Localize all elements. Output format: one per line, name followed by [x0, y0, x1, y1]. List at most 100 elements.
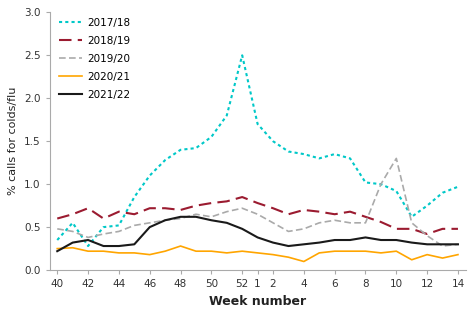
2018/19	[209, 201, 214, 205]
Line: 2020/21: 2020/21	[57, 246, 458, 262]
2019/20	[332, 218, 337, 222]
2018/19	[178, 208, 183, 212]
2020/21	[363, 249, 368, 253]
2018/19	[378, 220, 384, 224]
2021/22	[100, 244, 106, 248]
2021/22	[440, 242, 446, 246]
2018/19	[116, 210, 122, 214]
2020/21	[332, 249, 337, 253]
2019/20	[100, 232, 106, 236]
2021/22	[193, 215, 199, 219]
2020/21	[378, 251, 384, 255]
2018/19	[440, 227, 446, 231]
2021/22	[301, 242, 307, 246]
2020/21	[85, 249, 91, 253]
2021/22	[116, 244, 122, 248]
2019/20	[147, 221, 153, 225]
Line: 2017/18: 2017/18	[57, 55, 458, 246]
2020/21	[100, 249, 106, 253]
2020/21	[209, 249, 214, 253]
2020/21	[239, 249, 245, 253]
2020/21	[193, 249, 199, 253]
2019/20	[193, 212, 199, 216]
2018/19	[255, 201, 260, 205]
2021/22	[455, 242, 461, 246]
2017/18	[332, 152, 337, 156]
2021/22	[147, 225, 153, 229]
2019/20	[455, 242, 461, 246]
2021/22	[378, 238, 384, 242]
2018/19	[224, 199, 229, 203]
2017/18	[270, 139, 276, 143]
2021/22	[409, 241, 415, 245]
2019/20	[239, 206, 245, 210]
2017/18	[178, 148, 183, 152]
Line: 2019/20: 2019/20	[57, 158, 458, 246]
2018/19	[455, 227, 461, 231]
2019/20	[440, 244, 446, 248]
2019/20	[409, 221, 415, 225]
2018/19	[162, 206, 168, 210]
2020/21	[317, 251, 322, 255]
Line: 2021/22: 2021/22	[57, 217, 458, 251]
2017/18	[55, 238, 60, 242]
2021/22	[209, 218, 214, 222]
2019/20	[285, 229, 291, 233]
2021/22	[270, 241, 276, 245]
2021/22	[424, 242, 430, 246]
2020/21	[178, 244, 183, 248]
2021/22	[317, 241, 322, 245]
2017/18	[347, 156, 353, 160]
2021/22	[55, 249, 60, 253]
2021/22	[255, 235, 260, 239]
2017/18	[301, 152, 307, 156]
2020/21	[440, 256, 446, 260]
2019/20	[255, 212, 260, 216]
2018/19	[193, 204, 199, 208]
2017/18	[224, 113, 229, 117]
2020/21	[455, 253, 461, 257]
2020/21	[285, 255, 291, 259]
2017/18	[100, 225, 106, 229]
2017/18	[455, 185, 461, 189]
2020/21	[55, 247, 60, 251]
2020/21	[270, 253, 276, 257]
2018/19	[270, 206, 276, 210]
2018/19	[332, 212, 337, 216]
2017/18	[409, 215, 415, 219]
2018/19	[85, 206, 91, 210]
2019/20	[378, 182, 384, 186]
2021/22	[393, 238, 399, 242]
2021/22	[85, 238, 91, 242]
2017/18	[363, 180, 368, 184]
2017/18	[285, 149, 291, 153]
2021/22	[332, 238, 337, 242]
2017/18	[239, 53, 245, 57]
2020/21	[301, 260, 307, 264]
2017/18	[70, 221, 75, 225]
2020/21	[347, 249, 353, 253]
2017/18	[424, 204, 430, 208]
2018/19	[70, 212, 75, 216]
2018/19	[55, 217, 60, 221]
2019/20	[162, 218, 168, 222]
2018/19	[424, 232, 430, 236]
Legend: 2017/18, 2018/19, 2019/20, 2020/21, 2021/22: 2017/18, 2018/19, 2019/20, 2020/21, 2021…	[59, 18, 130, 100]
2017/18	[209, 135, 214, 139]
2019/20	[301, 227, 307, 231]
2017/18	[317, 156, 322, 160]
2019/20	[131, 223, 137, 227]
2017/18	[116, 223, 122, 227]
2020/21	[255, 251, 260, 255]
2020/21	[70, 246, 75, 250]
2017/18	[85, 244, 91, 248]
2019/20	[209, 215, 214, 219]
2019/20	[270, 221, 276, 225]
2019/20	[347, 221, 353, 225]
2019/20	[393, 156, 399, 160]
2017/18	[162, 158, 168, 162]
2018/19	[147, 206, 153, 210]
2018/19	[301, 208, 307, 212]
2017/18	[255, 122, 260, 126]
2017/18	[393, 189, 399, 193]
